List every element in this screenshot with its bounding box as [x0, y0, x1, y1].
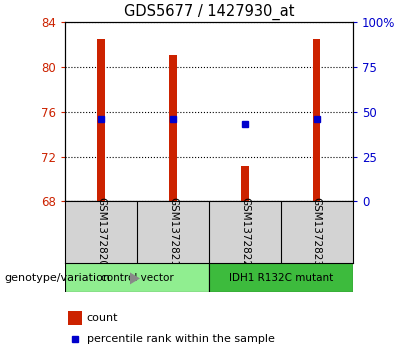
Text: count: count: [87, 313, 118, 323]
Text: percentile rank within the sample: percentile rank within the sample: [87, 334, 275, 344]
Text: genotype/variation: genotype/variation: [4, 273, 110, 284]
Bar: [68, 311, 82, 325]
Bar: [241, 166, 249, 201]
Text: GSM1372822: GSM1372822: [240, 197, 250, 267]
Bar: [313, 38, 320, 201]
Bar: [97, 38, 105, 201]
Text: control vector: control vector: [101, 273, 173, 283]
Text: GSM1372820: GSM1372820: [96, 197, 106, 267]
Bar: [65, 263, 209, 292]
Bar: [169, 56, 176, 201]
Text: IDH1 R132C mutant: IDH1 R132C mutant: [229, 273, 333, 283]
Text: GSM1372821: GSM1372821: [168, 197, 178, 267]
Title: GDS5677 / 1427930_at: GDS5677 / 1427930_at: [124, 4, 294, 20]
Bar: [209, 263, 353, 292]
Text: GSM1372823: GSM1372823: [312, 197, 322, 267]
Polygon shape: [130, 272, 140, 285]
